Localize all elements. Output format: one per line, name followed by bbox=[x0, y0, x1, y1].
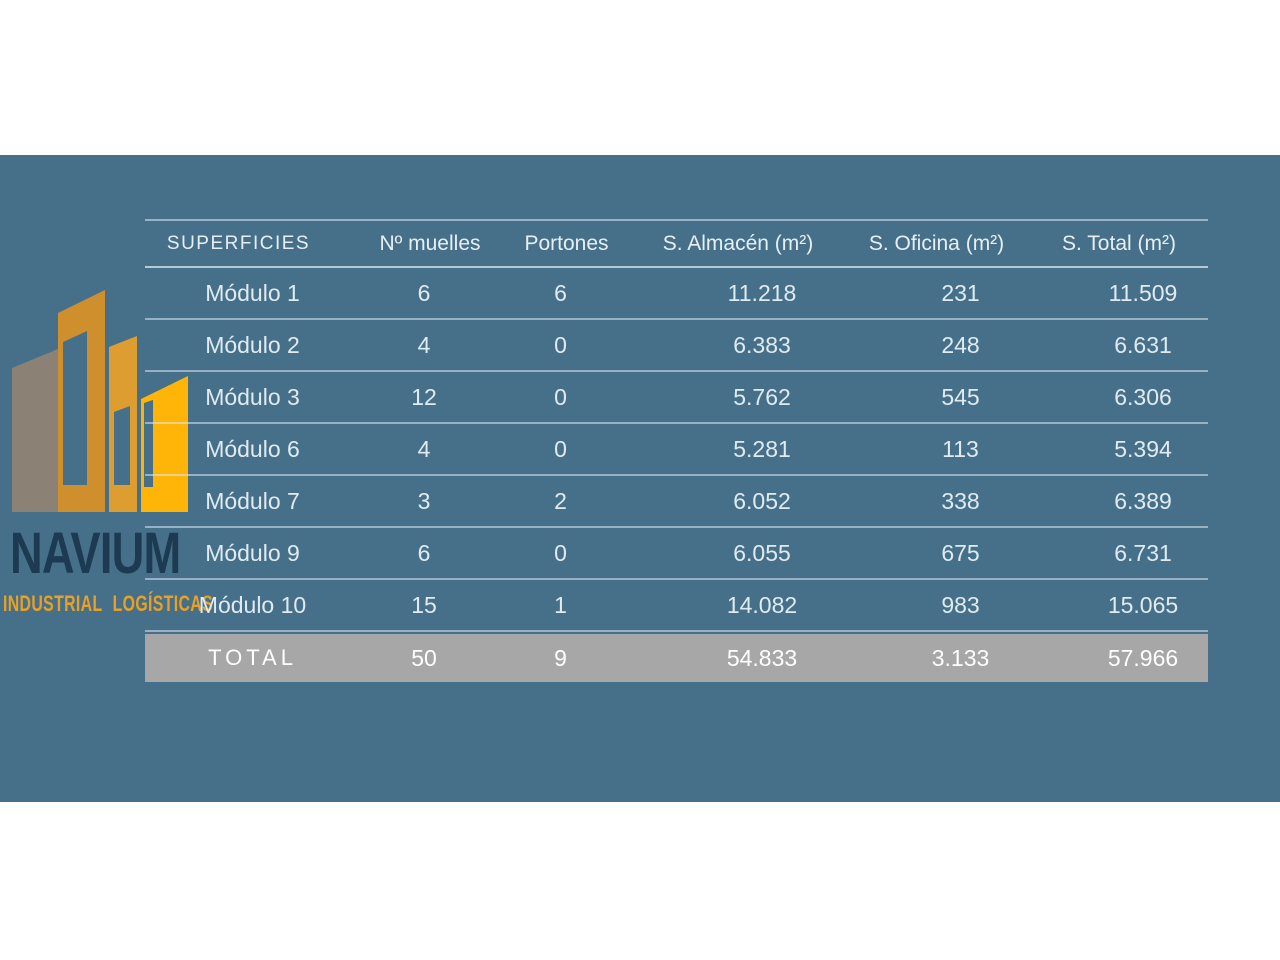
muelles-cell: 6 bbox=[417, 539, 431, 566]
column-header-portones: Portones bbox=[524, 231, 609, 255]
table-row: Módulo 9 6 0 6.055 675 6.731 bbox=[145, 528, 1208, 580]
total-cell: 6.731 bbox=[1114, 539, 1172, 566]
surfaces-table: SUPERFICIES Nº muelles Portones S. Almac… bbox=[145, 219, 1208, 682]
portones-cell: 2 bbox=[554, 487, 567, 514]
column-header-superficies: SUPERFICIES bbox=[166, 232, 311, 254]
mid-orange-building-door bbox=[114, 406, 130, 485]
muelles-cell: 6 bbox=[417, 279, 431, 306]
table-row: Módulo 1 6 6 11.218 231 11.509 bbox=[145, 268, 1208, 320]
column-header-oficina: S. Oficina (m²) bbox=[868, 231, 1005, 255]
oficina-cell: 231 bbox=[941, 279, 980, 306]
brand-tagline: INDUSTRIAL LOGÍSTICAS bbox=[3, 593, 213, 615]
portones-cell: 1 bbox=[554, 591, 567, 618]
total-muelles-cell: 50 bbox=[411, 644, 437, 671]
oficina-cell: 545 bbox=[941, 383, 980, 410]
brand-name: NAVIUM bbox=[10, 521, 181, 586]
total-total-cell: 57.966 bbox=[1107, 644, 1179, 671]
gray-building-shape bbox=[12, 349, 58, 512]
total-oficina-cell: 3.133 bbox=[931, 644, 990, 671]
column-header-almacen: S. Almacén (m²) bbox=[662, 231, 814, 255]
total-cell: 6.389 bbox=[1114, 487, 1172, 514]
table-row: Módulo 6 4 0 5.281 113 5.394 bbox=[145, 424, 1208, 476]
module-label-cell: Módulo 7 bbox=[205, 487, 300, 514]
module-label-cell: Módulo 3 bbox=[205, 383, 300, 410]
total-cell: 6.306 bbox=[1114, 383, 1172, 410]
brand-tagline-word1: INDUSTRIAL bbox=[3, 591, 103, 616]
muelles-cell: 4 bbox=[417, 331, 431, 358]
almacen-cell: 6.383 bbox=[733, 331, 791, 358]
oficina-cell: 338 bbox=[941, 487, 980, 514]
total-cell: 6.631 bbox=[1114, 331, 1172, 358]
total-cell: 5.394 bbox=[1114, 435, 1172, 462]
oficina-cell: 113 bbox=[942, 435, 979, 462]
total-cell: 15.065 bbox=[1107, 591, 1179, 618]
muelles-cell: 4 bbox=[417, 435, 431, 462]
oficina-cell: 983 bbox=[941, 591, 980, 618]
yellow-building-door bbox=[144, 400, 153, 487]
total-cell: 11.509 bbox=[1108, 279, 1178, 306]
module-label-cell: Módulo 1 bbox=[205, 279, 300, 306]
total-label-cell: TOTAL bbox=[208, 645, 297, 670]
muelles-cell: 3 bbox=[417, 487, 431, 514]
module-label-cell: Módulo 6 bbox=[205, 435, 300, 462]
total-portones-cell: 9 bbox=[554, 644, 567, 671]
table-total-row: TOTAL 50 9 54.833 3.133 57.966 bbox=[145, 634, 1208, 682]
brand-tagline-word2: LOGÍSTICAS bbox=[112, 591, 214, 616]
oficina-cell: 675 bbox=[941, 539, 980, 566]
portones-cell: 0 bbox=[554, 539, 567, 566]
column-header-total: S. Total (m²) bbox=[1062, 231, 1176, 255]
almacen-cell: 11.218 bbox=[727, 279, 797, 306]
slide-panel: NAVIUM INDUSTRIAL LOGÍSTICAS SUPERFICIES … bbox=[0, 155, 1280, 802]
module-label-cell: Módulo 10 bbox=[198, 591, 307, 618]
almacen-cell: 6.052 bbox=[733, 487, 791, 514]
portones-cell: 6 bbox=[554, 279, 567, 306]
almacen-cell: 6.055 bbox=[733, 539, 791, 566]
oficina-cell: 248 bbox=[941, 331, 980, 358]
table-row: Módulo 2 4 0 6.383 248 6.631 bbox=[145, 320, 1208, 372]
total-almacen-cell: 54.833 bbox=[726, 644, 798, 671]
portones-cell: 0 bbox=[554, 435, 567, 462]
table-row: Módulo 3 12 0 5.762 545 6.306 bbox=[145, 372, 1208, 424]
table-header-row: SUPERFICIES Nº muelles Portones S. Almac… bbox=[145, 219, 1208, 268]
almacen-cell: 5.281 bbox=[733, 435, 791, 462]
table-row: Módulo 7 3 2 6.052 338 6.389 bbox=[145, 476, 1208, 528]
portones-cell: 0 bbox=[554, 383, 567, 410]
tall-orange-building-door bbox=[63, 331, 87, 485]
almacen-cell: 5.762 bbox=[733, 383, 791, 410]
column-header-muelles: Nº muelles bbox=[379, 231, 481, 255]
module-label-cell: Módulo 9 bbox=[205, 539, 300, 566]
table-row: Módulo 10 15 1 14.082 983 15.065 bbox=[145, 580, 1208, 632]
muelles-cell: 15 bbox=[411, 591, 437, 618]
portones-cell: 0 bbox=[554, 331, 567, 358]
almacen-cell: 14.082 bbox=[726, 591, 798, 618]
buildings-logo-icon bbox=[12, 290, 188, 512]
muelles-cell: 12 bbox=[411, 383, 437, 410]
module-label-cell: Módulo 2 bbox=[205, 331, 300, 358]
